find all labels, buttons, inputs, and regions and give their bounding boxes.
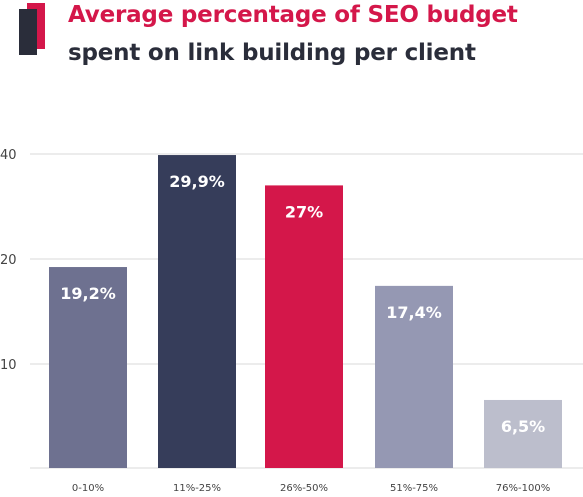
data-label: 6,5%: [501, 417, 545, 436]
x-tick-label: 11%-25%: [173, 483, 221, 494]
data-label: 19,2%: [60, 284, 116, 303]
chart-title-line-1: Average percentage of SEO budget: [68, 2, 518, 28]
bar: [49, 267, 127, 468]
y-tick-label: 20: [0, 253, 17, 268]
bar: [158, 155, 236, 468]
bar: [265, 185, 343, 468]
data-label: 17,4%: [386, 303, 442, 322]
x-tick-label: 76%-100%: [496, 483, 550, 494]
data-label: 29,9%: [169, 172, 225, 191]
data-label: 27%: [285, 202, 323, 221]
x-tick-label: 0-10%: [72, 483, 104, 494]
x-tick-label: 51%-75%: [390, 483, 438, 494]
brand-logo: [19, 3, 45, 55]
chart-title-line-2: spent on link building per client: [68, 40, 476, 66]
bar: [484, 399, 562, 468]
bar: [375, 285, 453, 468]
y-tick-label: 40: [0, 148, 17, 163]
y-tick-label: 10: [0, 358, 17, 373]
x-tick-label: 26%-50%: [280, 483, 328, 494]
